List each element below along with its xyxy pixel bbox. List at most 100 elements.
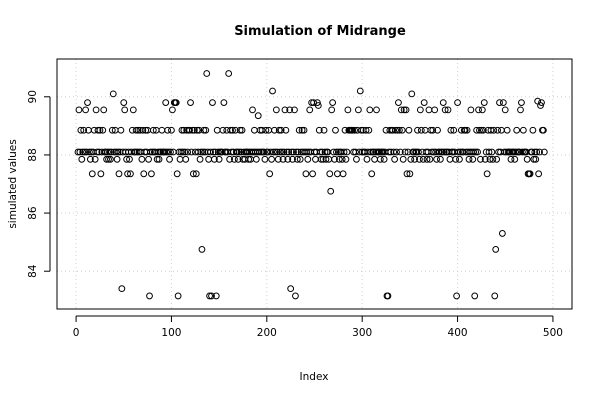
data-point <box>456 155 463 163</box>
data-point <box>478 126 485 134</box>
data-point <box>529 126 537 134</box>
data-point <box>113 155 121 163</box>
data-point <box>169 106 176 114</box>
data-point <box>357 126 365 134</box>
data-point <box>290 148 297 156</box>
data-point <box>441 106 449 114</box>
data-point <box>281 106 289 114</box>
data-point <box>127 170 134 178</box>
data-point <box>494 126 502 134</box>
data-point <box>172 99 180 106</box>
data-point <box>254 112 262 120</box>
data-point <box>398 126 406 134</box>
data-point <box>403 170 411 178</box>
data-point <box>483 170 491 178</box>
data-point <box>81 148 89 156</box>
data-point <box>426 155 434 163</box>
data-point <box>438 148 446 156</box>
data-point <box>118 285 126 293</box>
data-point <box>236 126 244 134</box>
data-point <box>463 126 471 134</box>
data-point <box>214 148 222 156</box>
data-point <box>333 170 341 178</box>
data-point <box>340 148 348 156</box>
data-point <box>469 155 477 163</box>
data-point <box>134 126 142 134</box>
data-point <box>478 106 486 114</box>
data-point <box>283 148 291 156</box>
data-point <box>206 292 213 300</box>
data-point <box>155 155 163 163</box>
data-point <box>177 148 185 156</box>
data-point <box>517 106 524 114</box>
y-tick-label: 86 <box>27 206 39 220</box>
data-point <box>473 126 481 134</box>
data-point <box>390 148 398 156</box>
data-point <box>493 155 501 163</box>
data-point <box>371 155 378 163</box>
data-point <box>179 148 187 156</box>
data-point <box>499 99 507 106</box>
data-point <box>258 126 266 134</box>
data-point <box>176 155 184 163</box>
x-tick-label: 0 <box>73 327 80 339</box>
data-point <box>277 126 285 134</box>
data-point <box>363 155 371 163</box>
data-point <box>266 170 274 178</box>
data-point <box>367 148 375 156</box>
data-point <box>453 292 461 300</box>
data-point <box>407 155 415 163</box>
data-point <box>446 155 454 163</box>
data-point <box>231 126 239 134</box>
data-point <box>513 126 521 134</box>
data-point <box>80 126 88 134</box>
data-point <box>153 155 161 163</box>
data-point <box>182 155 190 163</box>
data-point <box>249 106 256 114</box>
data-point <box>315 126 323 134</box>
data-point <box>395 126 403 134</box>
data-point <box>168 126 175 134</box>
data-point <box>286 106 294 114</box>
data-point <box>84 99 91 106</box>
data-point <box>190 126 198 134</box>
data-point <box>86 148 93 156</box>
data-point <box>268 155 275 163</box>
data-point <box>121 106 129 114</box>
y-axis-label: simulated values <box>7 139 19 228</box>
data-point <box>196 155 204 163</box>
data-point <box>292 292 299 300</box>
data-point <box>166 155 173 163</box>
data-point <box>158 126 166 134</box>
data-point <box>295 126 303 134</box>
data-point <box>252 155 260 163</box>
data-point <box>450 126 458 134</box>
data-point <box>227 126 234 134</box>
data-point <box>533 148 541 156</box>
data-point <box>251 126 258 134</box>
data-point <box>76 148 84 156</box>
data-point <box>280 148 288 156</box>
data-point <box>306 106 314 114</box>
data-point <box>96 126 104 134</box>
data-point <box>79 148 87 156</box>
data-point <box>486 155 494 163</box>
data-point <box>528 148 536 156</box>
data-point <box>129 106 137 114</box>
data-point <box>287 285 295 293</box>
data-point <box>433 155 440 163</box>
data-point <box>481 155 489 163</box>
data-point <box>167 148 174 156</box>
data-point <box>399 155 407 163</box>
data-point <box>480 99 488 106</box>
data-point <box>97 170 105 178</box>
data-point <box>207 148 214 156</box>
data-point <box>245 155 253 163</box>
data-point <box>285 148 293 156</box>
data-point <box>99 126 107 134</box>
data-point <box>174 292 182 300</box>
data-point <box>148 170 155 178</box>
data-point <box>329 99 337 106</box>
data-point <box>531 148 539 156</box>
data-point <box>162 99 170 106</box>
